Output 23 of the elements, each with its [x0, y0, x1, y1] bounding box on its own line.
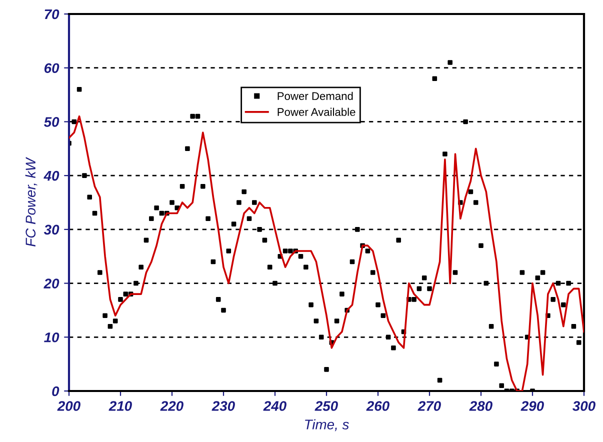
y-tick-label: 70	[44, 9, 60, 20]
legend-label: Power Demand	[278, 92, 353, 100]
x-tick-label: 240	[263, 401, 286, 411]
y-axis-title: FC Power, kW	[25, 157, 38, 246]
y-tick-label: 50	[44, 117, 60, 127]
x-tick-label: 250	[314, 401, 338, 411]
y-tick-label: 60	[44, 63, 60, 74]
x-tick-label: 270	[418, 401, 441, 411]
x-tick-label: 260	[366, 401, 390, 411]
x-axis-title: Time, s	[305, 419, 349, 432]
y-tick-label: 40	[44, 170, 60, 181]
y-tick-label: 10	[44, 332, 60, 342]
y-tick-label: 20	[44, 278, 60, 288]
x-tick-label: 230	[212, 401, 235, 411]
x-tick-label: 300	[572, 401, 596, 411]
y-tick-label: 0	[52, 386, 60, 396]
x-tick-label: 220	[160, 401, 184, 411]
x-tick-label: 290	[520, 401, 544, 411]
y-tick-label: 30	[44, 224, 60, 235]
x-tick-label: 280	[469, 401, 492, 411]
legend-label: Power Available	[278, 108, 356, 116]
x-tick-label: 210	[108, 401, 132, 411]
x-tick-label: 200	[57, 401, 80, 411]
